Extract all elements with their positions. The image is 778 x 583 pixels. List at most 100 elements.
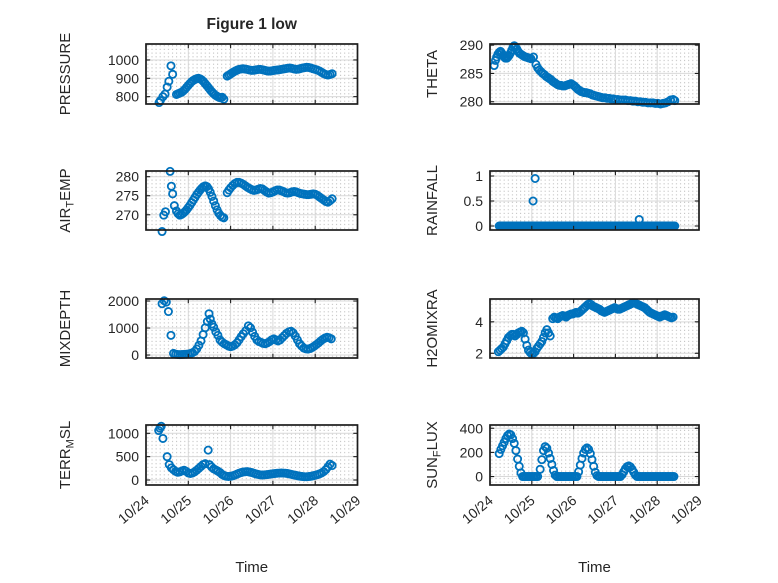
y-tick-label: 270 bbox=[115, 207, 139, 223]
y-axis-label-mixdepth: MIXDEPTH bbox=[57, 290, 74, 368]
data-point bbox=[544, 448, 554, 458]
data-point bbox=[537, 455, 547, 465]
x-tick-label: 10/26 bbox=[199, 492, 236, 527]
data-point bbox=[162, 452, 172, 462]
plot-theta: 280 285 290 THETA bbox=[424, 37, 700, 110]
y-tick-label: 0.5 bbox=[464, 193, 484, 209]
axes-box bbox=[144, 424, 358, 486]
tick-marks bbox=[489, 299, 700, 358]
y-tick-label: 0 bbox=[475, 218, 483, 234]
x-tick-label: 10/25 bbox=[157, 492, 194, 527]
data-point bbox=[528, 196, 538, 206]
axes-box bbox=[489, 43, 700, 105]
data-point bbox=[212, 330, 222, 340]
data-point bbox=[167, 189, 177, 199]
y-axis-label-theta: THETA bbox=[424, 50, 441, 98]
major-grid bbox=[145, 299, 357, 358]
data-point bbox=[615, 472, 625, 482]
y-axis-label-rainfall: RAINFALL bbox=[424, 165, 441, 236]
axes-box bbox=[489, 298, 700, 359]
y-tick-label: 275 bbox=[115, 188, 139, 204]
data-point bbox=[169, 201, 179, 211]
data-point bbox=[584, 444, 594, 454]
tick-marks bbox=[144, 299, 358, 358]
y-tick-label: 400 bbox=[460, 420, 484, 436]
axes-box bbox=[144, 43, 358, 105]
y-tick-label: 2000 bbox=[107, 293, 138, 309]
data-point bbox=[325, 196, 335, 206]
data-point bbox=[205, 314, 215, 324]
x-tick-label: 10/24 bbox=[114, 492, 151, 527]
figure-title: Figure 1 low bbox=[206, 16, 297, 33]
data-point bbox=[203, 445, 213, 455]
y-tick-label: 0 bbox=[131, 347, 139, 363]
data-point bbox=[206, 192, 216, 202]
data-point bbox=[668, 312, 678, 322]
y-axis-label-terrmsl: TERRMSL bbox=[57, 421, 77, 489]
data-point bbox=[572, 472, 582, 482]
y-tick-label: 0 bbox=[475, 469, 483, 485]
data-point bbox=[542, 443, 552, 453]
data-point bbox=[327, 194, 337, 204]
x-tick-label: 10/25 bbox=[501, 492, 538, 527]
data-point bbox=[210, 201, 220, 211]
data-point bbox=[669, 472, 679, 482]
plot-airtemp: 270 275 280 AIRTEMP bbox=[57, 166, 358, 237]
plot-h2omixra: 2 4 H2OMIXRA bbox=[424, 289, 700, 368]
y-tick-label: 1000 bbox=[107, 52, 138, 68]
plot-mixdepth: 0 1000 2000 MIXDEPTH bbox=[57, 290, 358, 367]
data-point bbox=[517, 326, 527, 336]
data-point bbox=[511, 446, 521, 456]
data-point bbox=[528, 52, 538, 62]
y-tick-label: 800 bbox=[115, 89, 139, 105]
y-tick-label: 2 bbox=[475, 345, 483, 361]
y-tick-label: 500 bbox=[115, 449, 139, 465]
x-tick-label: 10/27 bbox=[241, 492, 278, 527]
data-point bbox=[156, 421, 166, 431]
y-tick-label: 4 bbox=[475, 314, 483, 330]
tick-marks bbox=[144, 425, 358, 485]
data-point bbox=[167, 69, 177, 79]
data-point bbox=[165, 61, 175, 71]
tick-marks bbox=[489, 171, 700, 230]
data-point bbox=[577, 453, 587, 463]
x-tick-label: 10/28 bbox=[283, 492, 320, 527]
data-point bbox=[193, 340, 203, 350]
y-tick-label: 1000 bbox=[107, 425, 138, 441]
scatter-series bbox=[494, 429, 679, 482]
data-point bbox=[160, 207, 170, 217]
data-point bbox=[326, 334, 336, 344]
scatter-series bbox=[157, 296, 336, 360]
data-point bbox=[165, 330, 175, 340]
tick-marks bbox=[489, 44, 700, 104]
data-point bbox=[157, 433, 167, 443]
y-axis-label-sunflux: SUNFLUX bbox=[424, 421, 444, 489]
x-tick-label: 10/28 bbox=[626, 492, 663, 527]
data-point bbox=[217, 92, 227, 102]
y-tick-label: 0 bbox=[131, 472, 139, 488]
scatter-series bbox=[493, 298, 678, 359]
data-point bbox=[508, 434, 518, 444]
y-tick-label: 285 bbox=[460, 65, 484, 81]
y-tick-label: 200 bbox=[460, 444, 484, 460]
plot-terrmsl: 0 500 1000 TERRMSL 10/24 10/25 10/26 10/27 10/28… bbox=[57, 421, 364, 576]
tick-marks bbox=[489, 425, 700, 485]
data-point bbox=[327, 69, 337, 79]
data-point bbox=[533, 472, 543, 482]
scatter-series bbox=[157, 166, 337, 237]
x-tick-label: 10/29 bbox=[326, 492, 363, 527]
data-point bbox=[163, 76, 173, 86]
x-tick-label: 10/27 bbox=[584, 492, 621, 527]
y-axis-label-pressure: PRESSURE bbox=[57, 33, 74, 116]
data-point bbox=[245, 323, 255, 333]
y-tick-label: 1000 bbox=[107, 320, 138, 336]
tick-marks bbox=[144, 44, 358, 104]
data-point bbox=[162, 82, 172, 92]
x-axis-label: Time bbox=[578, 559, 611, 576]
data-point bbox=[494, 449, 504, 459]
x-tick-label: 10/29 bbox=[668, 492, 705, 527]
data-point bbox=[204, 309, 214, 319]
data-point bbox=[530, 174, 540, 183]
data-point bbox=[218, 213, 228, 223]
